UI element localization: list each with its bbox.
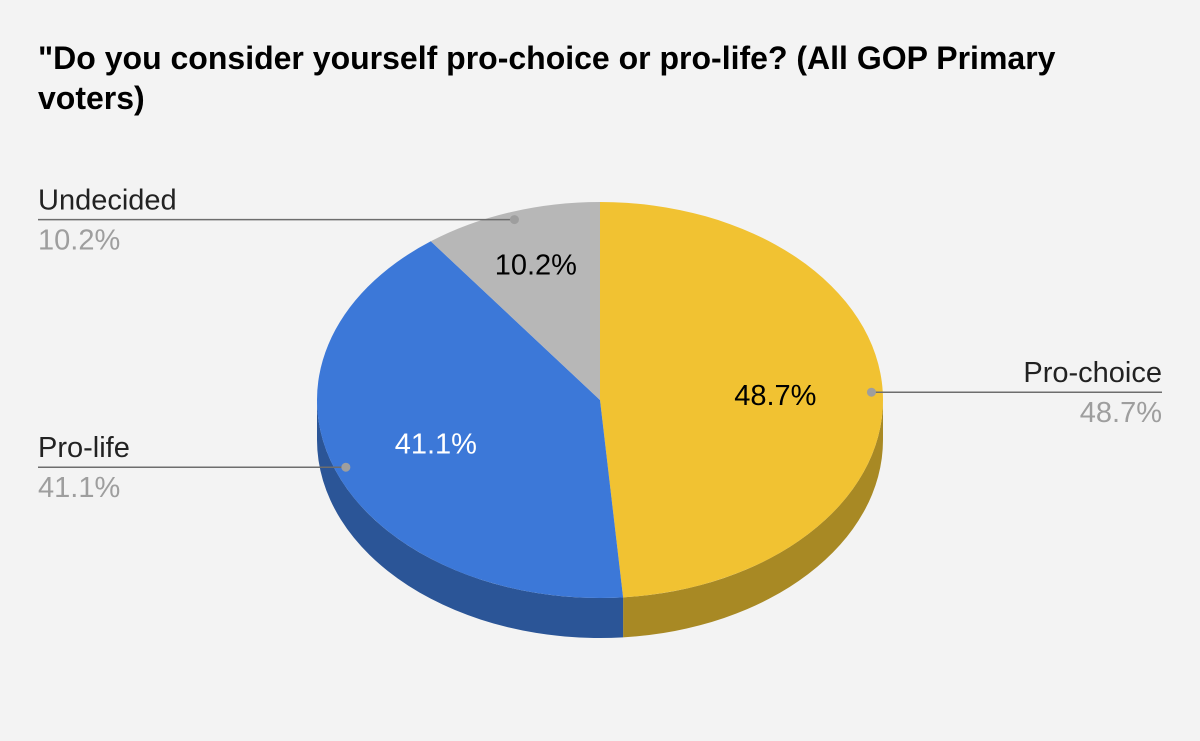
slice-label-pro-choice: 48.7% [734, 380, 816, 412]
callout-value-pro-choice: 48.7% [1080, 397, 1162, 429]
pie-side-pro-life [317, 400, 624, 638]
pie-slice-undecided [430, 202, 600, 400]
callout-name-undecided: Undecided [38, 185, 177, 217]
pie-slice-pro-life [317, 241, 624, 598]
slice-label-pro-life: 41.1% [395, 428, 477, 460]
chart-title: "Do you consider yourself pro-choice or … [38, 40, 1056, 116]
pie-side-pro-choice [623, 400, 883, 638]
callout-name-pro-life: Pro-life [38, 432, 130, 464]
callout-dot-pro-choice [866, 387, 876, 397]
callout-pro-choice: Pro-choice 48.7% [866, 357, 1162, 429]
callout-value-pro-life: 41.1% [38, 472, 120, 504]
callout-name-pro-choice: Pro-choice [1023, 357, 1162, 389]
callout-undecided: Undecided 10.2% [38, 185, 519, 257]
callout-value-undecided: 10.2% [38, 225, 120, 257]
callout-pro-life: Pro-life 41.1% [38, 432, 351, 504]
slice-label-undecided: 10.2% [495, 250, 577, 282]
pie-slice-pro-choice [600, 202, 883, 598]
callout-dot-undecided [509, 215, 519, 225]
callout-dot-pro-life [341, 462, 351, 472]
